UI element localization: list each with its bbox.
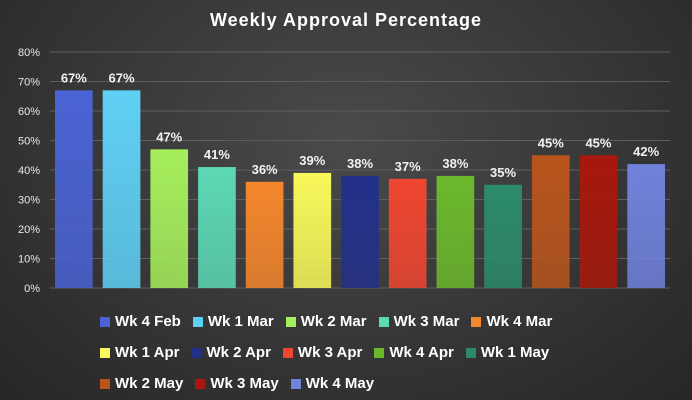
legend-item: Wk 1 Apr [100, 337, 179, 368]
data-label: 47% [156, 129, 182, 144]
bar [341, 175, 379, 288]
legend-swatch [100, 316, 110, 327]
bar [245, 181, 284, 288]
data-label: 35% [490, 165, 516, 180]
legend-item: Wk 1 Mar [192, 306, 274, 337]
bar [55, 90, 93, 288]
data-label: 45% [538, 135, 564, 150]
legend-swatch [100, 378, 110, 389]
bar [627, 164, 665, 288]
legend-swatch [192, 316, 203, 327]
chart-legend: Wk 4 Feb Wk 1 Mar Wk 2 Mar Wk 3 Mar Wk 4 Mar… [100, 306, 620, 399]
legend-label: Wk 4 May [305, 375, 375, 392]
legend-label: Wk 2 Mar [300, 313, 367, 330]
legend-item: Wk 2 Apr [191, 337, 271, 368]
data-label: 45% [585, 135, 611, 150]
legend-item: Wk 1 May [465, 337, 550, 368]
legend-label: Wk 1 Mar [207, 313, 274, 330]
chart-title: Weekly Approval Percentage [209, 10, 483, 30]
data-label: 67% [109, 70, 135, 85]
legend-item: Wk 4 Feb [100, 306, 181, 337]
legend-swatch [374, 347, 385, 358]
y-tick-label: 20% [18, 224, 40, 236]
y-tick-label: 70% [18, 77, 40, 89]
legend-label: Wk 4 Apr [389, 344, 454, 361]
bar [484, 184, 522, 288]
legend-label: Wk 2 May [115, 375, 184, 392]
bar [293, 172, 332, 288]
legend-label: Wk 1 Apr [115, 344, 180, 361]
y-tick-label: 0% [24, 283, 40, 295]
bar [198, 167, 236, 288]
data-label: 41% [204, 147, 230, 162]
legend-item: Wk 2 Mar [285, 306, 367, 337]
legend-item: Wk 4 Apr [374, 337, 454, 368]
y-tick-label: 40% [18, 165, 40, 177]
data-label: 38% [347, 156, 373, 171]
data-label: 42% [633, 144, 659, 159]
legend-swatch [290, 378, 301, 389]
y-tick-label: 30% [18, 195, 40, 207]
legend-swatch [378, 316, 389, 327]
y-tick-label: 50% [18, 136, 40, 148]
bar [436, 175, 475, 288]
legend-item: Wk 3 Mar [378, 306, 460, 337]
legend-item: Wk 4 Mar [471, 306, 552, 337]
legend-swatch [285, 316, 296, 327]
data-label: 37% [395, 159, 421, 174]
legend-swatch [100, 347, 110, 358]
legend-label: Wk 3 Mar [393, 313, 460, 330]
bar [150, 149, 189, 288]
legend-label: Wk 2 Apr [206, 344, 271, 361]
bar [531, 155, 570, 288]
legend-label: Wk 3 May [210, 375, 279, 392]
bar [102, 90, 141, 288]
legend-swatch [465, 347, 476, 358]
y-tick-label: 80% [18, 47, 40, 59]
legend-swatch [471, 316, 482, 327]
legend-label: Wk 4 Feb [115, 313, 181, 330]
legend-label: Wk 1 May [480, 344, 550, 361]
legend-swatch [191, 347, 202, 358]
legend-item: Wk 3 May [195, 368, 279, 399]
legend-item: Wk 4 May [290, 368, 375, 399]
legend-swatch [195, 378, 206, 389]
data-label: 39% [299, 153, 325, 168]
legend-swatch [282, 347, 293, 358]
data-label: 38% [442, 156, 468, 171]
data-label: 36% [252, 162, 278, 177]
data-label: 67% [61, 70, 87, 85]
bar [388, 178, 427, 288]
legend-label: Wk 4 Mar [486, 313, 553, 330]
bar [579, 155, 618, 288]
legend-item: Wk 3 Apr [282, 337, 363, 368]
y-tick-label: 10% [18, 254, 40, 266]
legend-label: Wk 3 Apr [297, 344, 363, 361]
legend-item: Wk 2 May [100, 368, 183, 399]
y-tick-label: 60% [18, 106, 40, 118]
